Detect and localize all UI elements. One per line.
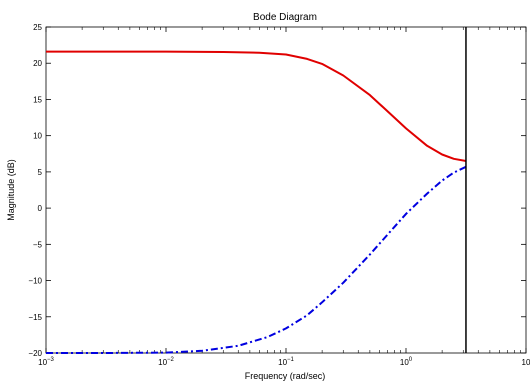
x-tick-label: 10−2 bbox=[158, 357, 174, 367]
y-axis-label: Magnitude (dB) bbox=[6, 159, 16, 221]
y-tick-label: −10 bbox=[28, 277, 42, 286]
x-tick-label: 100 bbox=[400, 357, 413, 367]
x-tick-label: 10−1 bbox=[278, 357, 294, 367]
chart-title: Bode Diagram bbox=[253, 12, 317, 23]
x-tick-label: 10 bbox=[522, 358, 530, 367]
plot-frame bbox=[45, 26, 527, 354]
y-tick-label: 15 bbox=[33, 95, 42, 104]
y-tick-label: 0 bbox=[38, 204, 43, 213]
x-tick-label: 10−3 bbox=[38, 357, 54, 367]
x-axis-label: Frequency (rad/sec) bbox=[245, 371, 326, 381]
y-tick-label: 5 bbox=[38, 168, 43, 177]
series-line-red bbox=[46, 50, 467, 162]
y-tick-label: 20 bbox=[33, 59, 42, 68]
y-tick-label: −5 bbox=[33, 240, 43, 249]
series-line-blue bbox=[46, 165, 467, 354]
y-tick-label: 10 bbox=[33, 132, 42, 141]
y-tick-label: −20 bbox=[28, 349, 42, 358]
y-tick-label: 25 bbox=[33, 23, 42, 32]
y-tick-label: −15 bbox=[28, 313, 42, 322]
